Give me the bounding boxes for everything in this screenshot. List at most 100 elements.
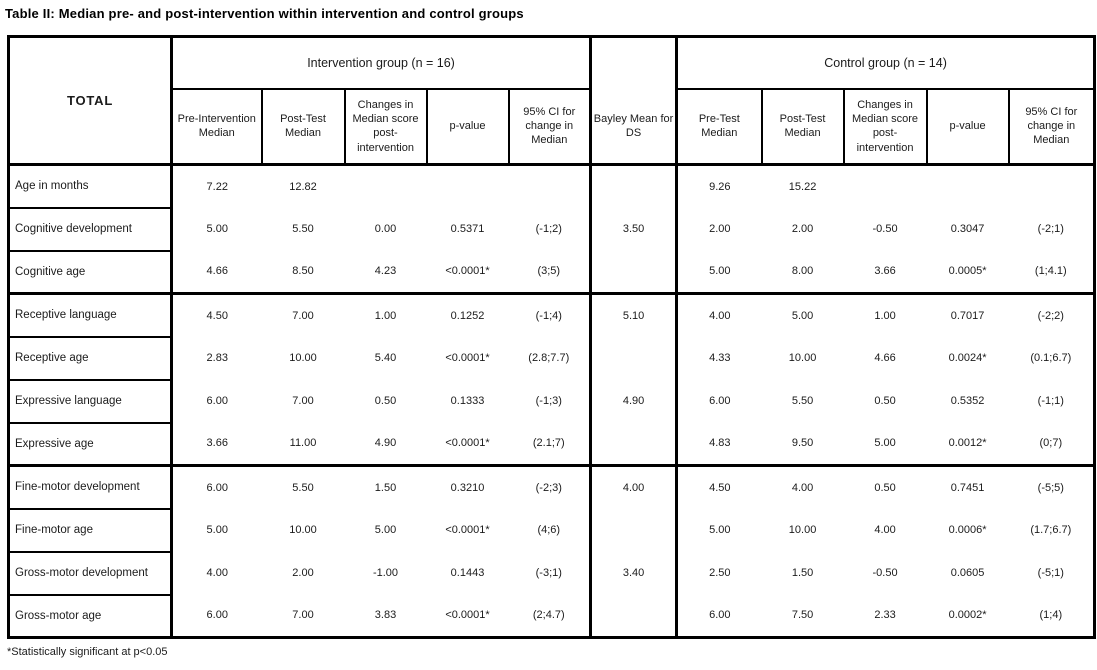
control-value-cell: (-2;2)	[1037, 309, 1064, 322]
intervention-value-cell: 0.5371	[450, 223, 485, 235]
control-value-cell: 0.50	[874, 481, 896, 494]
bayley-value-cell	[589, 336, 679, 380]
intervention-value-cell: 3.66	[171, 422, 262, 467]
row-label: Fine-motor development	[8, 465, 173, 510]
control-value-cell: 4.00	[709, 309, 731, 322]
bayley-value-cell: 5.10	[589, 293, 679, 337]
row-label: Cognitive age	[8, 250, 173, 295]
control-value-cell: (-5;5)	[1037, 481, 1064, 494]
table-row: Fine-motor age 5.00 10.00 5.00 <0.0001* (4;6)…	[8, 508, 1095, 553]
intervention-value-cell: 2.00	[292, 567, 314, 579]
intervention-value-cell: 8.50	[261, 250, 345, 295]
control-value-cell: 5.00	[676, 250, 762, 295]
intervention-value-cell: 5.40	[374, 352, 397, 364]
bayley-value-cell	[589, 250, 679, 295]
control-value-cell: 0.0605	[950, 567, 985, 579]
control-value-cell: 5.00	[709, 524, 731, 536]
intervention-value-cell	[509, 165, 591, 208]
intervention-group-header: Intervention group (n = 16)	[171, 36, 591, 90]
control-value-cell: 7.50	[791, 609, 814, 622]
intervention-value-cell: 12.82	[289, 180, 317, 193]
intervention-value-cell: (-1;2)	[535, 223, 562, 235]
table-title: Table II: Median pre- and post-intervent…	[5, 6, 524, 21]
control-value-cell	[1009, 165, 1095, 208]
intervention-value-cell: 10.00	[289, 524, 317, 536]
corner-total-header: TOTAL	[8, 36, 173, 166]
intervention-value-cell: <0.0001*	[445, 352, 490, 364]
col-header-control-95ci: 95% CI for change in Median	[1007, 87, 1096, 166]
bayley-value-cell: 3.50	[589, 207, 679, 251]
bayley-value-cell	[589, 594, 679, 638]
intervention-value-cell	[427, 165, 509, 208]
control-value-cell: 10.00	[788, 524, 817, 536]
row-label: Gross-motor age	[8, 594, 173, 639]
bayley-value-cell	[589, 422, 679, 467]
control-value-cell: 2.00	[709, 223, 731, 235]
col-header-intervention-post-test-median: Post-Test Median	[260, 87, 346, 166]
control-value-cell: (1;4)	[1039, 609, 1063, 622]
intervention-value-cell: 6.00	[206, 395, 228, 407]
control-value-cell: 4.66	[874, 352, 896, 364]
control-value-cell: 4.00	[874, 524, 896, 536]
intervention-value-cell: (-2;3)	[535, 481, 562, 494]
intervention-value-cell: -1.00	[372, 567, 399, 579]
intervention-value-cell	[345, 165, 427, 208]
row-label: Expressive language	[8, 379, 173, 424]
control-value-cell: 2.50	[709, 567, 731, 579]
control-value-cell: 0.7017	[950, 309, 985, 322]
table-row: Receptive age 2.83 10.00 5.40 <0.0001* (2.8;7…	[8, 336, 1095, 381]
control-value-cell: (1;4.1)	[1008, 250, 1095, 295]
control-value-cell: 5.00	[843, 422, 927, 467]
control-value-cell: 0.5352	[950, 395, 985, 407]
intervention-value-cell: 5.00	[206, 223, 228, 235]
control-value-cell: (-5;1)	[1037, 567, 1064, 579]
group-header-row: TOTAL Intervention group (n = 16) Bayley…	[8, 36, 1095, 166]
intervention-value-cell: 7.00	[292, 309, 314, 322]
col-header-pre-intervention-median: Pre-Intervention Median	[170, 87, 263, 166]
row-label: Gross-motor development	[8, 551, 173, 596]
col-header-control-post-test-median: Post-Test Median	[760, 87, 845, 166]
control-value-cell: (-1;1)	[1037, 395, 1064, 407]
intervention-value-cell: (-1;4)	[535, 309, 562, 322]
intervention-value-cell: 0.1333	[450, 395, 485, 407]
col-header-control-changes-in-median: Changes in Median score post-interventio…	[842, 87, 928, 166]
intervention-value-cell: 11.00	[261, 422, 345, 467]
col-header-control-p-value: p-value	[925, 87, 1010, 166]
bayley-value-cell: 4.00	[589, 465, 679, 509]
control-value-cell: 0.0006*	[948, 524, 987, 536]
bayley-mean-header: Bayley Mean for DS	[589, 36, 679, 166]
bayley-value-cell: 3.40	[589, 551, 679, 595]
table-row: Receptive language 4.50 7.00 1.00 0.1252 (-1;…	[8, 293, 1095, 338]
intervention-value-cell: <0.0001*	[426, 250, 509, 295]
table-row: Gross-motor age 6.00 7.00 3.83 <0.0001* (2;4.…	[8, 594, 1095, 639]
control-value-cell: 0.3047	[950, 223, 985, 235]
control-value-cell: 1.50	[791, 567, 814, 579]
control-value-cell: 15.22	[788, 180, 817, 193]
row-label: Fine-motor age	[8, 508, 173, 553]
table-row: Expressive age 3.66 11.00 4.90 <0.0001* (2.1;…	[8, 422, 1095, 467]
intervention-value-cell: <0.0001*	[426, 422, 509, 467]
control-value-cell: (0;7)	[1008, 422, 1095, 467]
intervention-value-cell: 10.00	[289, 352, 317, 364]
control-value-cell: 0.7451	[950, 481, 985, 494]
intervention-value-cell: 5.50	[292, 481, 314, 494]
intervention-value-cell: 4.23	[344, 250, 427, 295]
control-value-cell: 2.00	[791, 223, 814, 235]
intervention-value-cell: 0.3210	[450, 481, 485, 494]
control-value-cell: 4.83	[676, 422, 762, 467]
table-row: Cognitive development 5.00 5.50 0.00 0.5371 (…	[8, 207, 1095, 252]
control-value-cell: 4.33	[709, 352, 731, 364]
row-label: Receptive age	[8, 336, 173, 381]
significance-footnote: *Statistically significant at p<0.05	[7, 646, 168, 658]
control-value-cell: 9.26	[709, 180, 731, 193]
table-row: Gross-motor development 4.00 2.00 -1.00 0.14…	[8, 551, 1095, 596]
intervention-value-cell: 0.1443	[450, 567, 485, 579]
col-header-control-pre-test-median: Pre-Test Median	[675, 87, 763, 166]
intervention-value-cell: 1.00	[374, 309, 397, 322]
control-value-cell: 0.0012*	[926, 422, 1009, 467]
bayley-value-cell	[589, 164, 679, 208]
intervention-value-cell: 5.00	[374, 524, 397, 536]
control-value-cell: -0.50	[872, 567, 898, 579]
control-value-cell: 0.0002*	[948, 609, 987, 622]
control-value-cell: 0.50	[874, 395, 896, 407]
